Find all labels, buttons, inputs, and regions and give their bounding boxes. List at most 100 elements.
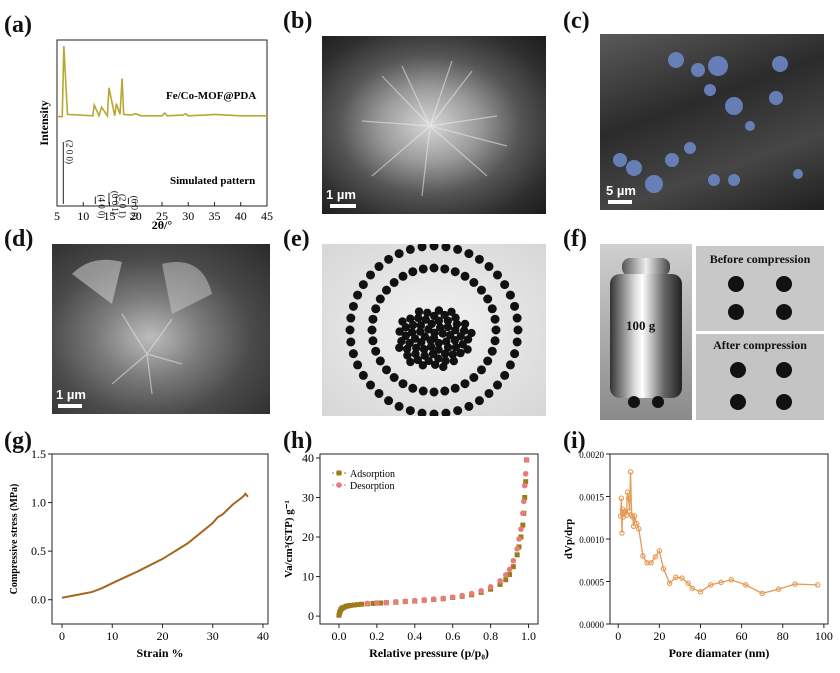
bead: [451, 343, 461, 352]
y-tick-label: 1.0: [31, 496, 46, 510]
pore-point: [648, 560, 654, 566]
stress-strain-chart: 0 10 20 30 40 0.0 0.5 1.0 1.5 Strain % Compressive…: [9, 447, 269, 660]
x-tick-label: 30: [207, 629, 219, 643]
cobalt-mapping-c: [613, 52, 803, 193]
scale-text-d: 1 µm: [56, 387, 86, 402]
miller-index-label: (6 0 0): [129, 196, 139, 220]
pore-point: [728, 577, 735, 583]
bead: [500, 370, 510, 380]
bead: [467, 328, 476, 338]
pore-point: [708, 582, 714, 588]
desorption-point: [393, 599, 399, 605]
after-label: After compression: [713, 338, 807, 352]
desorption-point: [430, 596, 437, 602]
bead: [430, 328, 439, 338]
bead: [408, 267, 418, 277]
bead: [374, 388, 384, 398]
bead: [405, 244, 415, 254]
xrd-x-tick-label: 25: [156, 209, 168, 223]
bead: [450, 336, 460, 345]
pore-size-chart: 0 20 40 60 80 100 0.0000 0.0005 0.0010 0.0015 0.00…: [563, 450, 833, 660]
y-tick-label: 0.0005: [579, 578, 604, 588]
desorption-point: [440, 595, 447, 602]
bead: [416, 321, 426, 330]
bead: [484, 262, 494, 272]
miller-index-label: (2 0 1): [117, 194, 127, 218]
bead: [418, 264, 428, 274]
y-axis-label: Compressive stress (MPa): [9, 484, 20, 595]
bead: [403, 351, 412, 360]
bead-under-weight: [628, 396, 640, 408]
bead: [474, 396, 484, 406]
pore-point: [617, 513, 624, 519]
weight-icon: [622, 258, 670, 276]
panel-label-g: (g): [4, 428, 32, 454]
x-tick-label: 100: [815, 629, 833, 643]
bead: [371, 304, 381, 314]
bead: [450, 383, 460, 393]
bead: [402, 344, 412, 354]
panel-label-e: (e): [283, 226, 310, 252]
bead: [450, 267, 460, 277]
bead: [345, 325, 355, 335]
pore-point: [660, 566, 667, 572]
bead: [408, 383, 418, 393]
pore-point: [697, 588, 704, 595]
bead: [464, 401, 474, 411]
bead: [366, 380, 376, 390]
scale-bar-b: [330, 204, 356, 208]
bead: [417, 408, 427, 416]
bead: [398, 317, 407, 326]
simulated-label: Simulated pattern: [170, 175, 255, 187]
adsorption-point: [507, 572, 513, 578]
y-tick-label: 10: [302, 570, 314, 584]
scale-text-b: 1 µm: [326, 187, 356, 202]
plot-frame: [609, 453, 829, 625]
y-axis-label: Va/cm³(STP) g⁻¹: [283, 500, 295, 578]
pore-point: [636, 526, 642, 532]
desorption-point: [520, 498, 527, 505]
bead: [406, 357, 415, 367]
pore-point: [679, 575, 685, 581]
before-compression-photo: Before compression: [696, 246, 824, 331]
x-tick-label: 0: [615, 629, 621, 643]
bead: [728, 276, 744, 292]
xrd-pattern-line: [57, 45, 267, 119]
desorption-point: [411, 597, 418, 604]
pore-point: [742, 582, 749, 588]
xrd-series-label: Fe/Co-MOF@PDA: [166, 90, 256, 102]
y-tick-label: 0.5: [31, 544, 46, 558]
desorption-point: [510, 557, 517, 564]
legend-label-desorption: Desorption: [350, 481, 394, 492]
x-tick-label: 20: [157, 629, 169, 643]
desorption-point: [506, 566, 513, 573]
pore-point: [673, 574, 679, 581]
bead: [389, 278, 399, 288]
miller-index-label: (0 0 1): [110, 191, 120, 215]
desorption-point: [478, 587, 484, 594]
panel-label-f: (f): [563, 226, 587, 252]
desorption-point: [374, 600, 380, 606]
adsorption-point: [378, 600, 384, 606]
desorption-point: [468, 590, 475, 597]
xrd-x-tick-label: 40: [235, 209, 247, 223]
y-tick-label: 1.5: [31, 447, 46, 461]
desorption-point: [520, 510, 526, 517]
bead: [469, 372, 479, 382]
adsorption-point: [359, 601, 365, 607]
bead: [776, 304, 792, 320]
sem-texture-b: [361, 60, 508, 197]
bead: [440, 310, 449, 320]
adsorption-point: [514, 552, 520, 558]
bead: [429, 387, 439, 397]
pore-point: [619, 530, 625, 536]
panel-label-i: (i): [563, 428, 586, 454]
bead: [375, 356, 385, 366]
bead: [413, 355, 423, 365]
bead: [440, 264, 450, 274]
bead: [441, 408, 451, 416]
desorption-point: [497, 578, 503, 584]
adsorption-point: [497, 581, 503, 587]
bead: [513, 325, 523, 335]
panel-label-d: (d): [4, 226, 34, 252]
